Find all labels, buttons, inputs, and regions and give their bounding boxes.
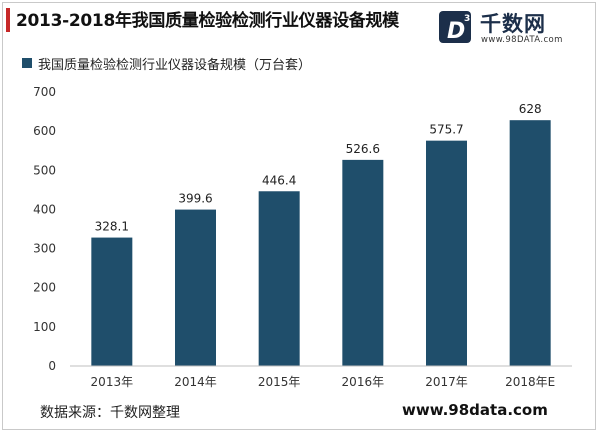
- title-accent-bar: [6, 8, 10, 32]
- bar: [91, 237, 133, 366]
- bars: 328.1 399.6 446.4 526.6 575.7 628: [91, 102, 551, 366]
- y-tick-label: 700: [33, 85, 56, 99]
- legend-swatch: [22, 58, 32, 68]
- x-axis: 2013年 2014年 2015年 2016年 2017年 2018年E: [70, 365, 572, 389]
- bar: [175, 209, 216, 366]
- chart-frame: [2, 2, 596, 430]
- brand-url: www.98DATA.com: [481, 35, 563, 45]
- x-tick-label: 2014年: [174, 375, 217, 389]
- x-tick-label: 2016年: [342, 375, 385, 389]
- website-url: www.98data.com: [402, 401, 548, 419]
- y-tick-label: 400: [33, 202, 56, 216]
- bar-value-label: 526.6: [346, 142, 380, 156]
- x-tick-label: 2015年: [258, 375, 301, 389]
- logo-letter: D: [447, 19, 465, 44]
- x-tick-label: 2017年: [425, 375, 468, 389]
- y-tick-label: 0: [48, 359, 56, 373]
- x-tick-label: 2013年: [91, 375, 134, 389]
- y-tick-label: 500: [33, 163, 56, 177]
- bar-value-label: 399.6: [178, 192, 212, 206]
- data-source: 数据来源：千数网整理: [40, 405, 180, 421]
- brand-logo: D 3 千数网 www.98DATA.com: [438, 8, 578, 50]
- chart-legend: 我国质量检验检测行业仪器设备规模（万台套）: [22, 54, 312, 73]
- bar-value-label: 575.7: [429, 123, 463, 137]
- bar: [258, 191, 300, 366]
- y-tick-label: 600: [33, 124, 56, 138]
- y-axis: 0 100 200 300 400 500 600 700: [33, 85, 56, 373]
- bar: [426, 140, 467, 366]
- bar-value-label: 328.1: [95, 220, 129, 234]
- logo-superscript: 3: [464, 14, 470, 24]
- legend-label: 我国质量检验检测行业仪器设备规模（万台套）: [38, 57, 312, 73]
- bar-value-label: 628: [519, 102, 542, 116]
- bar: [509, 120, 551, 366]
- chart-title: 2013-2018年我国质量检验检测行业仪器设备规模: [16, 11, 399, 31]
- brand-name: 千数网: [480, 12, 546, 36]
- d3-logo-icon: D 3: [439, 11, 471, 44]
- bar-value-label: 446.4: [262, 173, 296, 187]
- x-tick-label: 2018年E: [505, 375, 555, 389]
- bar: [342, 159, 384, 366]
- y-tick-label: 200: [33, 281, 56, 295]
- y-tick-label: 300: [33, 242, 56, 256]
- y-tick-label: 100: [33, 320, 56, 334]
